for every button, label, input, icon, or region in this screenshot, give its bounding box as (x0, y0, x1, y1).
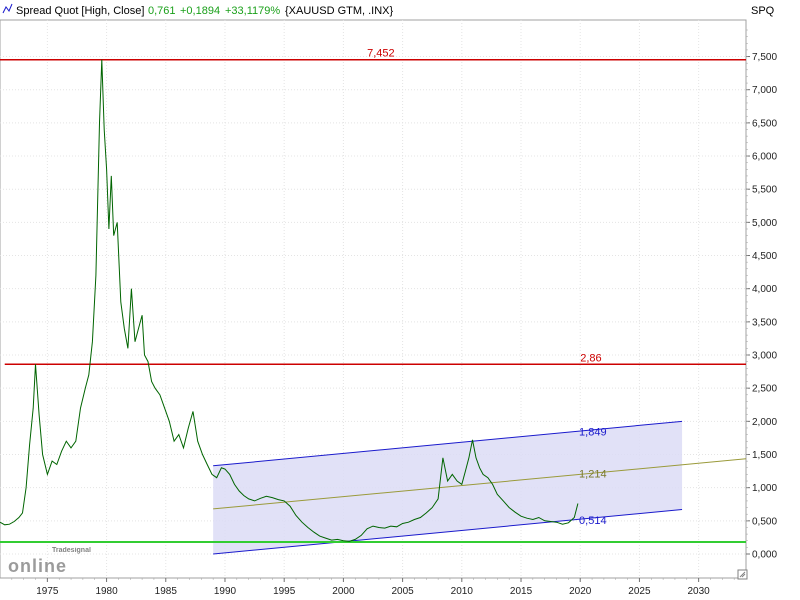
y-axis: 7,500 7,000 6,500 6,000 5,500 5,000 4,500 4,000… (746, 29, 777, 561)
line-annotations: 7,452 2,86 1,849 1,214 0,514 (367, 48, 606, 527)
change-absolute: +0,1894 (180, 5, 220, 17)
horizontal-lines[interactable] (0, 58, 746, 544)
y-tick-label: 2,500 (752, 384, 777, 395)
y-tick-label: 6,000 (752, 152, 777, 163)
channel-mid-line[interactable] (213, 458, 747, 510)
tradesignal-logo: Tradesignal online (8, 547, 91, 576)
x-tick-label: 1985 (155, 586, 178, 597)
x-tick-label: 2030 (688, 586, 711, 597)
x-axis: 1975 1980 1985 1990 1995 2000 2005 2010 2015 2020… (11, 578, 735, 597)
channel-lower-label: 0,514 (579, 515, 607, 527)
x-tick-label: 2000 (332, 586, 355, 597)
series-line (0, 59, 579, 542)
regression-channel[interactable] (213, 420, 747, 555)
channel-fill (213, 421, 683, 554)
series-label: Spread Quot [High, Close] (16, 5, 144, 17)
hline-label: 7,452 (367, 48, 395, 60)
y-tick-label: 7,000 (752, 85, 777, 96)
x-tick-label: 1995 (273, 586, 296, 597)
y-tick-label: 6,500 (752, 118, 777, 129)
x-tick-label: 2015 (510, 586, 533, 597)
y-tick-label: 5,500 (752, 185, 777, 196)
x-tick-label: 2005 (391, 586, 414, 597)
last-value: 0,761 (148, 5, 176, 17)
logo-bottom-text: online (8, 556, 67, 576)
y-tick-label: 4,000 (752, 284, 777, 295)
y-tick-label: 1,000 (752, 483, 777, 494)
hline-label: 2,86 (580, 352, 601, 364)
x-tick-label: 1980 (95, 586, 118, 597)
change-percent: +33,1179% (225, 5, 280, 17)
x-tick-label: 2020 (569, 586, 592, 597)
logo-top-text: Tradesignal (52, 547, 91, 554)
x-tick-label: 1990 (214, 586, 237, 597)
channel-upper-line[interactable] (213, 420, 683, 467)
instrument-label: {XAUUSD GTM, .INX} (285, 5, 394, 17)
y-tick-label: 3,000 (752, 351, 777, 362)
y-tick-label: 0,500 (752, 516, 777, 527)
y-tick-label: 2,000 (752, 417, 777, 428)
x-tick-label: 2025 (628, 586, 651, 597)
channel-upper-label: 1,849 (579, 426, 607, 438)
price-series (0, 59, 579, 542)
y-tick-label: 3,500 (752, 317, 777, 328)
line-chart-icon (2, 3, 13, 14)
channel-mid-label: 1,214 (579, 468, 607, 480)
channel-lower-line[interactable] (213, 509, 683, 555)
x-tick-label: 2010 (451, 586, 474, 597)
y-tick-label: 1,500 (752, 450, 777, 461)
y-tick-label: 7,500 (752, 52, 777, 63)
chart-header: Spread Quot [High, Close] 0,761 +0,1894 … (2, 3, 394, 17)
y-tick-label: 4,500 (752, 251, 777, 262)
axis-name: SPQ (751, 5, 775, 17)
resize-grip-icon[interactable] (737, 569, 748, 580)
x-tick-label: 1975 (36, 586, 59, 597)
y-tick-label: 0,000 (752, 550, 777, 561)
y-tick-label: 5,000 (752, 218, 777, 229)
